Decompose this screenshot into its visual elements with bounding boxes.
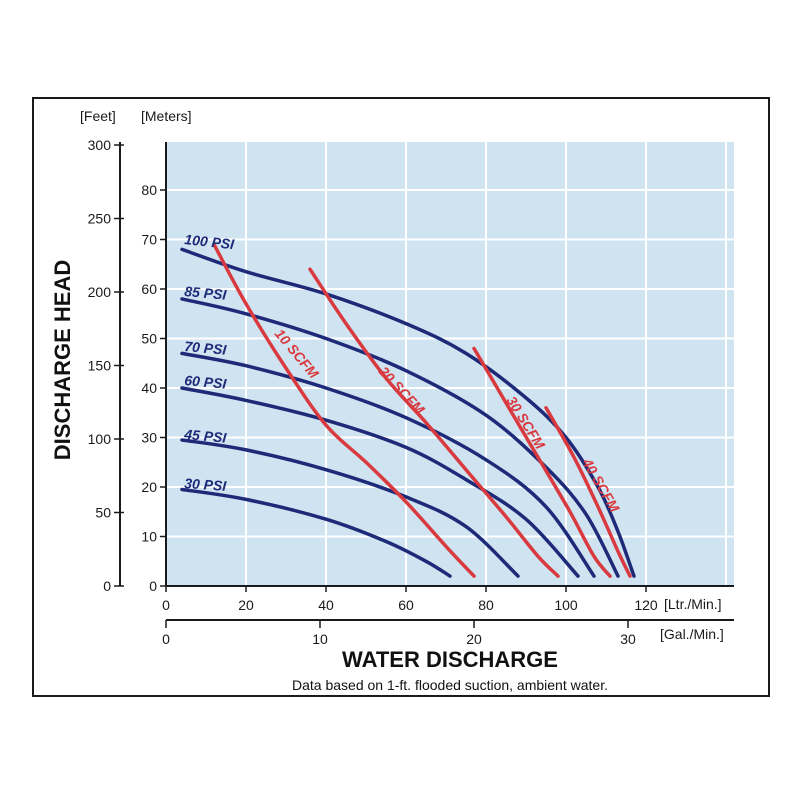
- series-line-70-psi: [180, 351, 596, 578]
- x-gallons-tick-label: 10: [312, 631, 328, 647]
- y-feet-tick-label: 250: [88, 211, 112, 227]
- series-line-30-scfm: [472, 346, 612, 578]
- x-liters-tick-label: 120: [634, 597, 658, 613]
- x-liters-tick-label: 0: [162, 597, 170, 613]
- y-meters-tick-label: 10: [141, 529, 157, 545]
- series-line-45-psi: [180, 438, 520, 578]
- x-liters-tick-label: 40: [318, 597, 334, 613]
- y-feet-tick-label: 0: [103, 578, 111, 594]
- y-meters-tick-label: 30: [141, 430, 157, 446]
- x-gallons-tick-label: 0: [162, 631, 170, 647]
- y-meters-tick-label: 20: [141, 479, 157, 495]
- grid: [166, 142, 734, 586]
- series-line-40-scfm: [544, 406, 632, 578]
- x-gallons-unit-label: [Gal./Min.]: [660, 626, 724, 642]
- series-label-30-psi: 30 PSI: [184, 475, 228, 494]
- x-gallons-tick-label: 20: [466, 631, 482, 647]
- chart-note: Data based on 1-ft. flooded suction, amb…: [292, 677, 608, 693]
- y-feet-tick-label: 200: [88, 284, 112, 300]
- y-feet-tick-label: 100: [88, 431, 112, 447]
- series-line-10-scfm: [212, 242, 476, 578]
- y-meters-tick-label: 50: [141, 331, 157, 347]
- series-label-70-psi: 70 PSI: [184, 338, 228, 358]
- y-meters-tick-label: 40: [141, 380, 157, 396]
- y-meters-tick-label: 60: [141, 281, 157, 297]
- x-axis-title: WATER DISCHARGE: [342, 647, 558, 672]
- x-liters-tick-label: 20: [238, 597, 254, 613]
- series-label-100-psi: 100 PSI: [184, 231, 236, 252]
- series-line-30-psi: [180, 487, 452, 578]
- series-line-100-psi: [180, 247, 636, 578]
- x-liters-unit-label: [Ltr./Min.]: [664, 596, 722, 612]
- x-liters-tick-label: 80: [478, 597, 494, 613]
- series-line-60-psi: [180, 386, 580, 578]
- y-meters-tick-label: 70: [141, 232, 157, 248]
- y-feet-tick-label: 300: [88, 137, 112, 153]
- plot-area: [166, 142, 734, 586]
- y-meters-unit-label: [Meters]: [141, 108, 192, 124]
- series-label-85-psi: 85 PSI: [184, 283, 228, 303]
- y-axis-title: DISCHARGE HEAD: [50, 260, 75, 460]
- series-layer: [180, 242, 636, 578]
- y-feet-tick-label: 50: [95, 505, 111, 521]
- series-label-60-psi: 60 PSI: [184, 372, 228, 392]
- y-meters-tick-label: 80: [141, 182, 157, 198]
- y-feet-tick-label: 150: [88, 358, 112, 374]
- y-meters-tick-label: 0: [149, 578, 157, 594]
- x-gallons-tick-label: 30: [620, 631, 636, 647]
- chart-frame: [32, 97, 770, 697]
- series-line-20-scfm: [308, 267, 560, 578]
- series-label-45-psi: 45 PSI: [183, 426, 228, 446]
- x-liters-tick-label: 100: [554, 597, 578, 613]
- x-liters-tick-label: 60: [398, 597, 414, 613]
- y-feet-unit-label: [Feet]: [80, 108, 116, 124]
